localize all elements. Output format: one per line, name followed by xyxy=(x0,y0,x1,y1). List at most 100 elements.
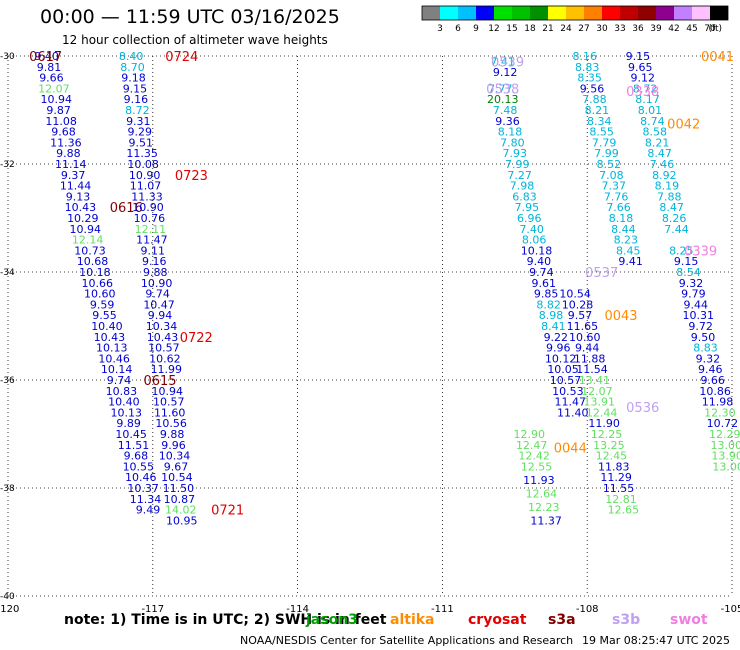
swh-value-label: 11.55 xyxy=(603,482,635,495)
swh-value-label: 8.23 xyxy=(614,234,639,247)
swh-value-label: 7.41 xyxy=(490,55,515,68)
x-tick-label: -114 xyxy=(286,604,309,615)
swh-value-label: 9.13 xyxy=(66,190,91,203)
swh-value-label: 9.94 xyxy=(148,309,173,322)
swh-value-label: 10.05 xyxy=(547,363,579,376)
swh-value-label: 12.81 xyxy=(605,493,637,506)
swh-value-label: 8.21 xyxy=(585,104,610,117)
swh-value-label: 12.25 xyxy=(591,428,623,441)
swh-value-label: 11.51 xyxy=(118,439,150,452)
colorbar-swatch xyxy=(458,6,476,20)
colorbar-tick-label: 24 xyxy=(560,24,572,34)
swh-value-label: 10.45 xyxy=(115,428,147,441)
swh-value-label: 9.36 xyxy=(495,115,520,128)
colorbar-tick-label: 21 xyxy=(542,24,553,34)
swh-value-label: 9.12 xyxy=(493,66,518,79)
swh-value-label: 11.65 xyxy=(567,320,599,333)
swh-value-label: 9.31 xyxy=(126,115,151,128)
swh-value-label: 9.51 xyxy=(128,136,153,149)
swh-value-label: 13.91 xyxy=(584,396,616,409)
swh-value-label: 10.83 xyxy=(106,385,138,398)
swh-value-label: 10.46 xyxy=(125,471,157,484)
swh-value-label: 9.89 xyxy=(116,417,141,430)
swh-value-label: 8.18 xyxy=(609,212,634,225)
swh-value-label: 7.80 xyxy=(500,136,525,149)
swh-value-label: 10.72 xyxy=(707,417,739,430)
swh-value-label: 9.16 xyxy=(142,255,167,268)
swh-value-label: 9.67 xyxy=(164,460,189,473)
swh-value-label: 7.77 xyxy=(488,82,513,95)
swh-value-label: 8.72 xyxy=(125,104,150,117)
colorbar-swatch xyxy=(530,6,548,20)
swh-value-label: 8.21 xyxy=(645,136,670,149)
swh-value-label: 11.60 xyxy=(154,406,186,419)
swh-value-label: 6.96 xyxy=(517,212,542,225)
swh-value-label: 11.14 xyxy=(55,158,87,171)
swh-value-label: 8.19 xyxy=(655,180,680,193)
swh-value-label: 10.13 xyxy=(111,406,143,419)
y-tick-label: -36 xyxy=(0,376,15,386)
swh-value-label: 8.17 xyxy=(635,93,660,106)
swh-value-label: 7.48 xyxy=(493,104,518,117)
swh-value-label: 10.57 xyxy=(153,396,185,409)
swh-value-label: 8.41 xyxy=(541,320,566,333)
swh-value-label: 12.45 xyxy=(596,450,628,463)
colorbar-tick-label: 39 xyxy=(650,24,662,34)
colorbar-swatch xyxy=(692,6,710,20)
swh-value-label: 9.65 xyxy=(628,61,653,74)
swh-value-label: 9.79 xyxy=(681,288,706,301)
swh-value-label: 10.46 xyxy=(98,352,130,365)
swh-value-label: 7.88 xyxy=(657,190,682,203)
swh-value-label: 8.26 xyxy=(662,212,687,225)
swh-value-label: 9.15 xyxy=(674,255,699,268)
swh-value-label: 11.33 xyxy=(131,190,163,203)
swh-value-label: 10.54 xyxy=(161,471,193,484)
swh-value-label: 8.35 xyxy=(577,72,602,85)
swh-value-label: 10.57 xyxy=(550,374,582,387)
colorbar-swatch xyxy=(476,6,494,20)
swh-value-label: 9.44 xyxy=(575,342,600,355)
swh-value-label: 8.54 xyxy=(676,266,701,279)
swh-value-label: 9.66 xyxy=(700,374,725,387)
swh-value-label: 10.28 xyxy=(562,298,594,311)
swh-value-label: 10.94 xyxy=(41,93,73,106)
swh-value-label: 14.02 xyxy=(165,504,197,517)
swh-value-label: 6.83 xyxy=(512,190,537,203)
swh-value-label: 9.12 xyxy=(630,72,655,85)
chart-subtitle: 12 hour collection of altimeter wave hei… xyxy=(62,33,328,47)
colorbar-tick-label: 42 xyxy=(668,24,679,34)
track-pass-label: 0722 xyxy=(180,331,213,346)
track-pass-label: 0539 xyxy=(491,55,524,70)
swh-value-label: 7.88 xyxy=(582,93,607,106)
swh-value-label: 10.40 xyxy=(91,320,123,333)
colorbar-tick-label: 18 xyxy=(524,24,536,34)
swh-value-label: 12.47 xyxy=(516,439,548,452)
swh-value-label: 10.90 xyxy=(129,169,161,182)
swh-value-label: 7.79 xyxy=(592,136,617,149)
swh-value-label: 11.40 xyxy=(557,406,589,419)
swh-value-label: 11.07 xyxy=(130,180,162,193)
x-tick-label: -117 xyxy=(141,604,164,615)
swh-value-label: 10.18 xyxy=(79,266,111,279)
swh-value-label: 10.34 xyxy=(159,450,191,463)
swh-value-label: 12.44 xyxy=(586,406,618,419)
y-tick-label: -30 xyxy=(0,52,15,62)
swh-value-label: 8.70 xyxy=(120,61,145,74)
swh-value-label: 8.40 xyxy=(119,50,144,63)
swh-value-label: 10.60 xyxy=(569,331,601,344)
swh-value-label: 11.29 xyxy=(600,471,632,484)
colorbar-swatch xyxy=(584,6,602,20)
swh-value-label: 8.92 xyxy=(652,169,677,182)
swh-value-label: 7.46 xyxy=(650,158,675,171)
swh-value-label: 9.40 xyxy=(527,255,552,268)
swh-value-label: 7.95 xyxy=(515,201,540,214)
swh-value-label: 9.59 xyxy=(90,298,115,311)
swh-value-label: 12.64 xyxy=(526,487,558,500)
swh-value-label: 10.34 xyxy=(146,320,178,333)
swh-value-label: 11.88 xyxy=(574,352,606,365)
swh-value-label: 10.94 xyxy=(152,385,184,398)
colorbar-tick-label: 12 xyxy=(488,24,499,34)
swh-value-label: 11.36 xyxy=(50,136,82,149)
swh-value-label: 9.40 xyxy=(34,50,59,63)
